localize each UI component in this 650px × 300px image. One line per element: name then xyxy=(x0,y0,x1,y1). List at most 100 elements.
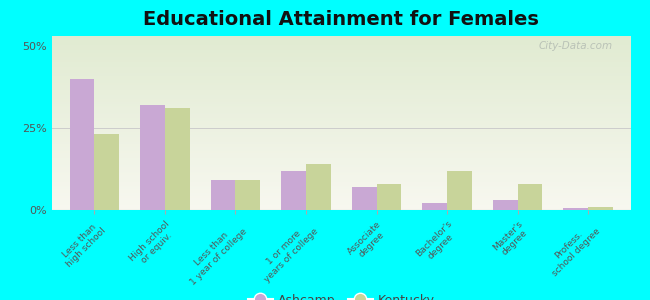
Bar xyxy=(52,74,630,76)
Bar xyxy=(281,171,306,210)
Bar xyxy=(52,107,630,109)
Bar xyxy=(140,105,165,210)
Bar xyxy=(52,69,630,71)
Bar xyxy=(52,140,630,142)
Bar xyxy=(52,147,630,149)
Bar xyxy=(52,78,630,80)
Bar xyxy=(52,160,630,161)
Bar xyxy=(52,173,630,175)
Bar xyxy=(52,125,630,127)
Bar xyxy=(52,57,630,58)
Bar xyxy=(52,99,630,100)
Bar xyxy=(52,208,630,210)
Bar xyxy=(52,135,630,137)
Bar xyxy=(52,127,630,128)
Bar xyxy=(422,203,447,210)
Bar xyxy=(52,134,630,135)
Bar xyxy=(352,187,376,210)
Bar xyxy=(52,201,630,203)
Bar xyxy=(52,156,630,158)
Bar xyxy=(52,151,630,153)
Bar xyxy=(306,164,331,210)
Title: Educational Attainment for Females: Educational Attainment for Females xyxy=(143,10,540,29)
Bar xyxy=(447,171,472,210)
Bar xyxy=(52,71,630,73)
Bar xyxy=(52,112,630,114)
Bar xyxy=(52,100,630,102)
Bar xyxy=(52,139,630,140)
Bar xyxy=(52,170,630,172)
Bar xyxy=(52,128,630,130)
Bar xyxy=(52,95,630,97)
Bar xyxy=(52,86,630,88)
Legend: Ashcamp, Kentucky: Ashcamp, Kentucky xyxy=(242,289,440,300)
Bar xyxy=(52,38,630,40)
Bar xyxy=(52,184,630,186)
Bar xyxy=(517,184,542,210)
Bar xyxy=(52,62,630,64)
Bar xyxy=(52,119,630,121)
Bar xyxy=(588,207,613,210)
Bar xyxy=(52,165,630,167)
Bar xyxy=(493,200,517,210)
Bar xyxy=(52,48,630,50)
Bar xyxy=(52,85,630,86)
Bar xyxy=(52,200,630,201)
Bar xyxy=(52,67,630,69)
Bar xyxy=(52,168,630,170)
Bar xyxy=(52,142,630,144)
Bar xyxy=(52,80,630,81)
Bar xyxy=(52,177,630,179)
Bar xyxy=(52,50,630,52)
Bar xyxy=(52,93,630,95)
Bar xyxy=(52,193,630,194)
Bar xyxy=(52,76,630,78)
Bar xyxy=(94,134,119,210)
Bar xyxy=(52,144,630,146)
Bar xyxy=(165,108,190,210)
Bar xyxy=(52,111,630,112)
Bar xyxy=(52,81,630,83)
Bar xyxy=(52,36,630,38)
Bar xyxy=(52,180,630,182)
Bar xyxy=(52,88,630,90)
Bar xyxy=(52,175,630,177)
Bar xyxy=(52,137,630,139)
Bar xyxy=(52,60,630,62)
Bar xyxy=(52,104,630,106)
Bar xyxy=(52,188,630,189)
Bar xyxy=(52,40,630,41)
Bar xyxy=(564,208,588,210)
Bar xyxy=(52,161,630,163)
Bar xyxy=(52,191,630,193)
Bar xyxy=(52,58,630,60)
Bar xyxy=(52,114,630,116)
Bar xyxy=(52,46,630,48)
Bar xyxy=(52,149,630,151)
Bar xyxy=(52,189,630,191)
Bar xyxy=(52,167,630,168)
Bar xyxy=(52,43,630,45)
Bar xyxy=(211,181,235,210)
Bar xyxy=(52,102,630,104)
Bar xyxy=(376,184,401,210)
Bar xyxy=(52,154,630,156)
Bar xyxy=(52,83,630,85)
Bar xyxy=(52,182,630,184)
Bar xyxy=(52,118,630,119)
Bar xyxy=(52,97,630,99)
Bar xyxy=(52,206,630,208)
Bar xyxy=(52,198,630,200)
Bar xyxy=(52,121,630,123)
Text: City-Data.com: City-Data.com xyxy=(539,41,613,51)
Bar xyxy=(52,130,630,132)
Bar xyxy=(52,179,630,180)
Bar xyxy=(52,132,630,134)
Bar xyxy=(52,55,630,57)
Bar xyxy=(52,109,630,111)
Bar xyxy=(52,158,630,160)
Bar xyxy=(52,52,630,53)
Bar xyxy=(52,172,630,173)
Bar xyxy=(52,196,630,198)
Bar xyxy=(52,106,630,107)
